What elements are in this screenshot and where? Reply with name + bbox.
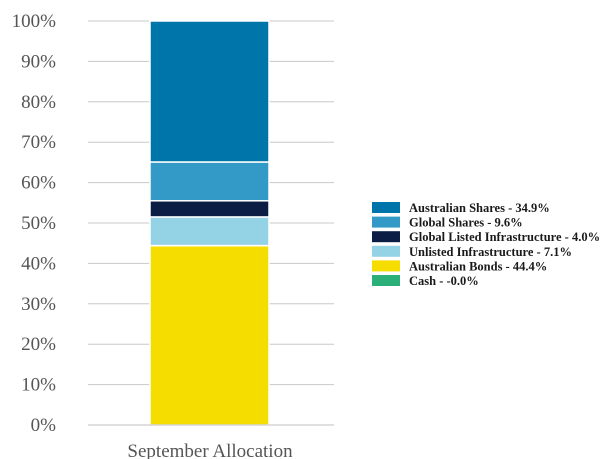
legend-label: Unlisted Infrastructure - 7.1% — [409, 245, 572, 259]
bar-segments — [149, 20, 270, 426]
y-tick-label: 60% — [21, 173, 56, 194]
legend-swatch — [372, 216, 400, 228]
legend-label: Australian Shares - 34.9% — [409, 201, 550, 215]
y-tick-label: 70% — [21, 132, 56, 153]
legend: Australian Shares - 34.9%Global Shares -… — [372, 201, 600, 288]
y-axis-tick-labels: 0% 10% 20% 30% 40% 50% 60% 70% 80% 90% 100% — [12, 11, 57, 436]
bar-segment — [149, 161, 270, 202]
y-tick-label: 30% — [21, 294, 56, 315]
legend-label: Global Shares - 9.6% — [409, 216, 523, 230]
y-tick-label: 40% — [21, 253, 56, 274]
legend-swatch — [372, 245, 400, 257]
legend-swatch — [372, 260, 400, 272]
y-tick-label: 90% — [21, 51, 56, 72]
y-tick-label: 20% — [21, 334, 56, 355]
bar-segment — [149, 216, 270, 247]
y-tick-label: 10% — [21, 375, 56, 396]
legend-swatch — [372, 202, 400, 213]
legend-label: Global Listed Infrastructure - 4.0% — [409, 230, 600, 244]
bar-segment — [149, 20, 270, 163]
legend-swatch — [372, 275, 400, 286]
legend-label: Cash - -0.0% — [409, 274, 479, 288]
bar-segment — [149, 200, 270, 218]
legend-label: Australian Bonds - 44.4% — [409, 259, 547, 273]
y-tick-label: 80% — [21, 92, 56, 113]
bar-segment — [149, 244, 270, 426]
y-tick-label: 50% — [21, 213, 56, 234]
y-tick-label: 100% — [12, 11, 57, 32]
y-tick-label: 0% — [31, 415, 57, 436]
category-label: September Allocation — [127, 441, 293, 459]
legend-swatch — [372, 231, 400, 243]
